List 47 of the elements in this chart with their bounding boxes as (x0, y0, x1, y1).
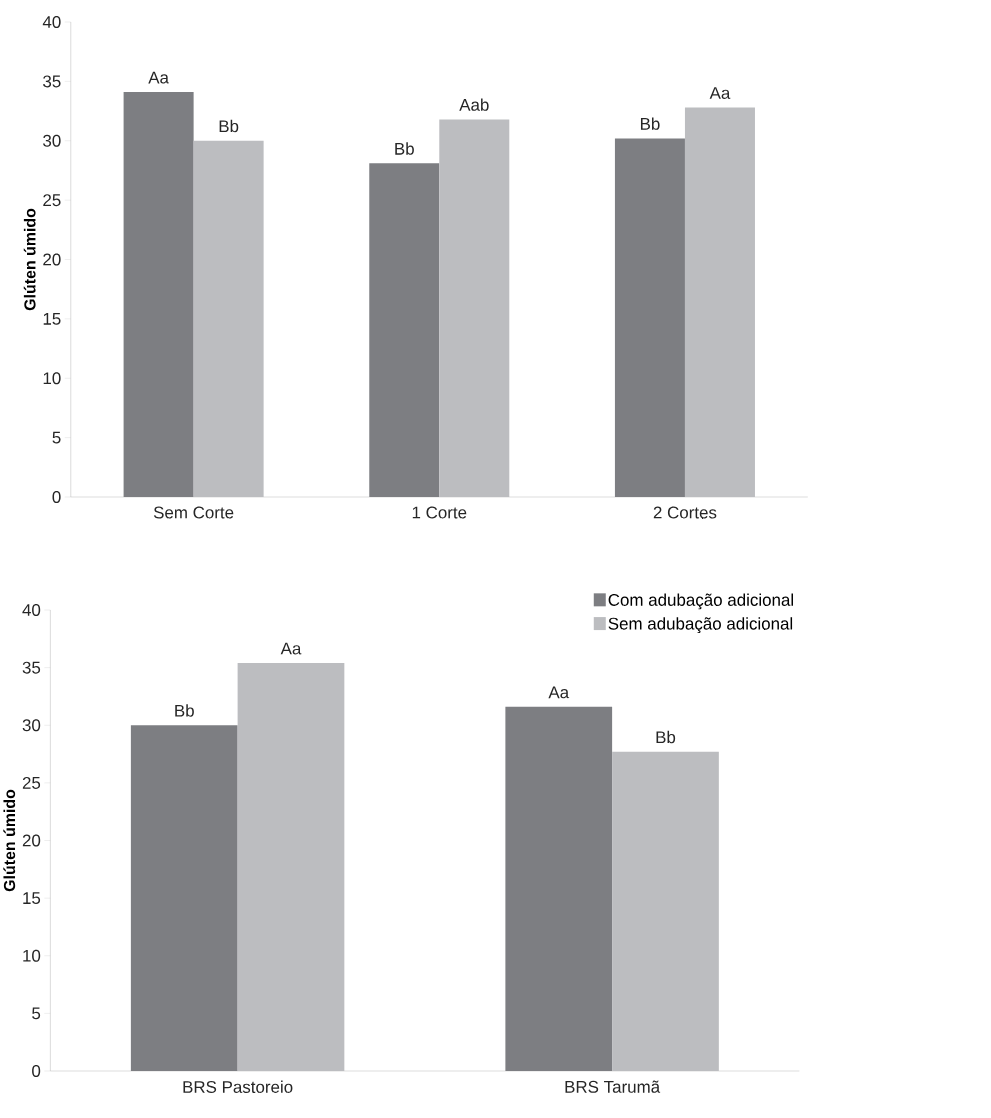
y-tick-label: 30 (22, 719, 41, 732)
data-label: Bb (641, 117, 660, 130)
data-label: Bb (219, 119, 239, 133)
y-tick-label: 15 (43, 312, 61, 325)
y-tick-label: 25 (43, 194, 61, 207)
bar (193, 140, 264, 498)
x-tick-label: BRS Tarumã (565, 1080, 661, 1093)
y-tick-label: 0 (52, 491, 61, 504)
bar (369, 163, 440, 498)
y-tick-label: 15 (23, 892, 41, 905)
x-tick-label: 1 Corte (413, 506, 467, 519)
bar (615, 138, 686, 498)
y-axis-title: Glúten úmido (23, 208, 36, 311)
bar (685, 107, 756, 498)
y-tick-label: 40 (22, 604, 41, 617)
y-tick-label: 25 (23, 776, 41, 789)
data-label: Bb (395, 142, 415, 155)
x-tick-label: 2 Cortes (653, 506, 717, 519)
y-tick-label: 40 (43, 16, 61, 29)
data-label: Bb (656, 730, 676, 744)
legend-label: Com adubação adicional (608, 593, 794, 610)
bar (505, 706, 613, 1072)
x-tick-label: Sem Corte (154, 506, 234, 519)
y-tick-label: 5 (52, 431, 61, 444)
data-label: Aa (280, 642, 302, 655)
y-tick-label: 20 (43, 253, 61, 266)
bar (237, 663, 345, 1072)
bar (123, 92, 194, 498)
data-label: Aa (548, 686, 570, 699)
y-tick-label: 5 (32, 1007, 41, 1020)
data-label: Aab (459, 98, 489, 111)
bar (612, 751, 720, 1072)
bar (131, 725, 238, 1072)
y-tick-label: 10 (43, 372, 61, 385)
y-axis-title: Glúten úmido (3, 789, 16, 892)
data-label: Aa (148, 71, 170, 84)
y-tick-label: 35 (22, 661, 41, 674)
y-tick-label: 0 (32, 1065, 41, 1078)
y-tick-label: 35 (43, 75, 61, 88)
y-tick-label: 20 (23, 834, 41, 847)
y-tick-label: 10 (23, 949, 41, 962)
legend-label: Sem adubação adicional (608, 617, 793, 634)
data-label: Bb (175, 704, 195, 717)
data-label: Aa (709, 87, 731, 99)
y-tick-label: 30 (43, 134, 61, 147)
x-tick-label: BRS Pastoreio (183, 1080, 293, 1093)
bar (439, 119, 510, 498)
